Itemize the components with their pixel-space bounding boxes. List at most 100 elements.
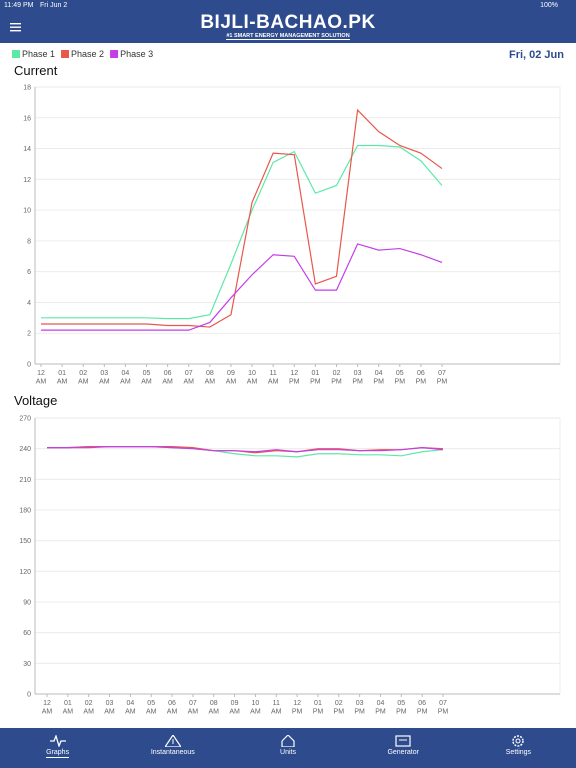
y-tick-label: 2 [27,331,31,338]
legend-label: Phase 3 [120,49,153,59]
x-tick-label: 06 PM [416,370,427,386]
x-tick-label: 03 PM [352,370,363,386]
y-tick-label: 90 [23,600,31,607]
x-tick-line: 05 [397,700,405,707]
x-tick-label: 03 AM [99,370,110,386]
tab-label: Generator [387,749,419,756]
x-tick-line: 01 [314,700,322,707]
x-tick-line: 12 [37,370,45,377]
series-line [47,446,444,453]
x-tick-label: 05 PM [396,700,407,716]
tab[interactable]: Units [230,728,345,768]
x-tick-line: AM [78,379,89,386]
x-tick-label: 04 AM [120,370,131,386]
y-tick-label: 270 [19,416,31,423]
y-tick-label: 18 [23,85,31,92]
x-tick-line: AM [104,709,115,716]
tab[interactable]: Settings [461,728,576,768]
y-tick-label: 6 [27,269,31,276]
y-tick-label: 12 [23,177,31,184]
x-tick-label: 04 PM [375,700,386,716]
y-tick-label: 10 [23,208,31,215]
x-tick-line: AM [120,379,131,386]
x-tick-line: AM [205,379,216,386]
x-tick-line: 08 [206,370,214,377]
x-tick-line: PM [395,379,406,386]
x-tick-line: 01 [311,370,319,377]
status-time: 11:49 PM [4,2,34,9]
x-tick-label: 02 AM [83,700,94,716]
x-tick-line: AM [250,709,261,716]
tab[interactable]: Graphs [0,728,115,768]
x-tick-line: 01 [64,700,72,707]
x-tick-line: 07 [439,700,447,707]
y-tick-label: 120 [19,569,31,576]
x-tick-label: 06 AM [162,370,173,386]
x-tick-line: AM [229,709,240,716]
x-tick-line: 11 [270,370,277,377]
tab-label: Units [280,749,296,756]
x-tick-label: 04 PM [373,370,384,386]
x-tick-line: 05 [147,700,155,707]
logo-subtitle: #1 SMART ENERGY MANAGEMENT SOLUTION [0,33,576,40]
subtitle-text: #1 SMART ENERGY MANAGEMENT SOLUTION [226,33,350,40]
x-tick-label: 07 AM [188,700,199,716]
series-line [47,446,444,454]
plot-frame [34,86,561,365]
status-battery: 100% [540,2,558,9]
x-tick-line: 10 [248,370,256,377]
x-tick-label: 08 AM [208,700,219,716]
y-tick-label: 16 [23,115,31,122]
x-tick-line: 06 [417,370,425,377]
x-tick-label: 12 PM [292,700,303,716]
x-tick-line: AM [42,709,53,716]
x-tick-label: 06 PM [417,700,428,716]
plot-frame [34,417,561,695]
x-tick-line: AM [141,379,152,386]
x-tick-line: AM [63,709,74,716]
x-tick-line: PM [310,379,321,386]
tab[interactable]: Instantaneous [115,728,230,768]
y-tick-label: 180 [19,508,31,515]
x-tick-line: 04 [126,700,134,707]
tab-bar: Graphs Instantaneous Units Generator Set… [0,728,576,768]
x-tick-label: 02 PM [334,700,345,716]
x-tick-line: 10 [252,700,260,707]
x-tick-line: 02 [85,700,93,707]
legend-swatch [61,50,70,58]
x-tick-label: 10 AM [247,370,258,386]
x-tick-line: AM [36,379,47,386]
x-tick-label: 02 AM [78,370,89,386]
x-tick-label: 07 PM [438,700,449,716]
x-tick-line: 04 [375,370,383,377]
x-tick-line: 05 [396,370,404,377]
legend-label: Phase 2 [71,49,104,59]
x-tick-label: 03 PM [354,700,365,716]
x-tick-line: 02 [335,700,343,707]
tab[interactable]: Generator [346,728,461,768]
x-tick-line: PM [437,379,448,386]
x-tick-label: 11 AM [271,700,282,716]
x-tick-line: PM [375,709,386,716]
tab-label: Settings [505,749,532,756]
x-tick-line: PM [417,709,428,716]
x-tick-line: PM [313,709,324,716]
legend-swatch [110,50,119,58]
x-tick-line: 05 [143,370,151,377]
x-tick-label: 02 PM [331,370,342,386]
menu-button[interactable] [10,22,22,32]
x-tick-line: AM [162,379,173,386]
x-tick-label: 01 PM [310,370,321,386]
x-tick-line: 12 [43,700,51,707]
x-tick-line: AM [83,709,94,716]
y-tick-label: 60 [23,630,31,637]
x-tick-line: AM [188,709,199,716]
x-tick-line: 06 [418,700,426,707]
y-tick-label: 150 [19,538,31,545]
logo-title: BIJLI-BACHAO.PK [200,12,376,33]
x-tick-label: 07 PM [437,370,448,386]
x-tick-line: 02 [333,370,341,377]
x-tick-line: AM [183,379,194,386]
tab-label: Graphs [46,749,70,758]
y-tick-label: 30 [23,661,31,668]
